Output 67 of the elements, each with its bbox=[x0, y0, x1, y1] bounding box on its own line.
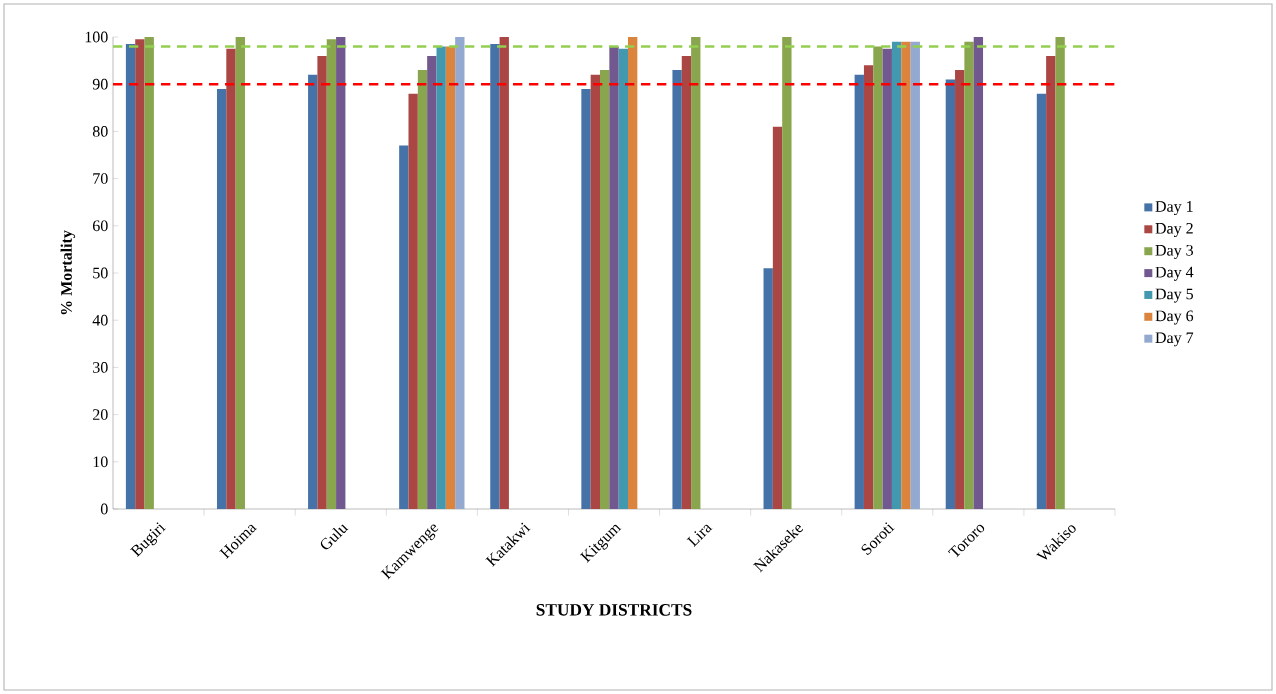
bar bbox=[1055, 37, 1065, 509]
y-tick-label: 60 bbox=[92, 220, 108, 232]
y-axis-title: % Mortality bbox=[60, 230, 76, 315]
legend-label: Day 4 bbox=[1155, 266, 1194, 281]
bar bbox=[854, 74, 864, 509]
bar bbox=[590, 74, 601, 509]
bar bbox=[317, 55, 327, 509]
legend-label: Day 7 bbox=[1155, 332, 1194, 347]
bar bbox=[901, 41, 911, 509]
x-tick-label: Lira bbox=[686, 524, 713, 547]
legend-label: Day 5 bbox=[1155, 288, 1194, 303]
y-tick-label: 70 bbox=[93, 173, 108, 184]
y-tick-label: 80 bbox=[92, 126, 108, 137]
bar bbox=[455, 37, 465, 509]
bar bbox=[499, 37, 509, 509]
bar bbox=[1036, 93, 1047, 509]
bar bbox=[782, 37, 792, 509]
legend-label: Day 3 bbox=[1155, 244, 1194, 259]
bar bbox=[490, 44, 500, 509]
bar bbox=[873, 46, 883, 509]
bar bbox=[691, 37, 701, 509]
bar bbox=[581, 88, 591, 509]
x-axis-title: STUDY DISTRICTS bbox=[536, 604, 692, 616]
bar bbox=[891, 41, 902, 509]
y-tick-label: 0 bbox=[100, 503, 108, 515]
x-tick-label: Gulu bbox=[320, 524, 349, 550]
bar bbox=[235, 37, 245, 509]
bar bbox=[216, 88, 227, 509]
bar bbox=[308, 74, 318, 509]
bar bbox=[125, 44, 136, 509]
legend-label: Day 6 bbox=[1155, 310, 1194, 325]
bar bbox=[135, 39, 145, 509]
y-tick-label: 40 bbox=[92, 314, 108, 326]
bar bbox=[863, 65, 874, 509]
bar bbox=[763, 268, 773, 509]
bar bbox=[628, 37, 638, 509]
y-tick-label: 90 bbox=[92, 78, 108, 90]
bar bbox=[910, 41, 920, 509]
bar bbox=[964, 41, 974, 509]
bar bbox=[336, 37, 346, 509]
bar bbox=[427, 55, 437, 509]
bar bbox=[417, 70, 428, 509]
bar bbox=[973, 37, 984, 509]
bar bbox=[144, 37, 154, 509]
bar bbox=[408, 93, 418, 509]
y-tick-label: 20 bbox=[93, 409, 108, 420]
legend-label: Day 2 bbox=[1155, 222, 1193, 238]
y-tick-label: 10 bbox=[93, 456, 108, 468]
bar bbox=[955, 70, 965, 509]
y-tick-label: 100 bbox=[85, 31, 108, 43]
bar bbox=[445, 46, 456, 509]
bar bbox=[600, 70, 610, 509]
bar bbox=[326, 39, 337, 509]
bar bbox=[609, 46, 619, 509]
bar bbox=[882, 48, 892, 509]
bar bbox=[399, 145, 409, 509]
bar bbox=[772, 126, 783, 509]
y-tick-label: 50 bbox=[93, 267, 108, 279]
y-tick-label: 30 bbox=[93, 362, 108, 373]
bar bbox=[672, 70, 682, 509]
bar bbox=[436, 46, 446, 509]
bar bbox=[618, 48, 629, 509]
legend-label: Day 1 bbox=[1155, 201, 1193, 216]
bar bbox=[226, 48, 236, 509]
bar bbox=[1046, 55, 1056, 509]
bar bbox=[681, 55, 692, 509]
bar bbox=[945, 79, 956, 509]
